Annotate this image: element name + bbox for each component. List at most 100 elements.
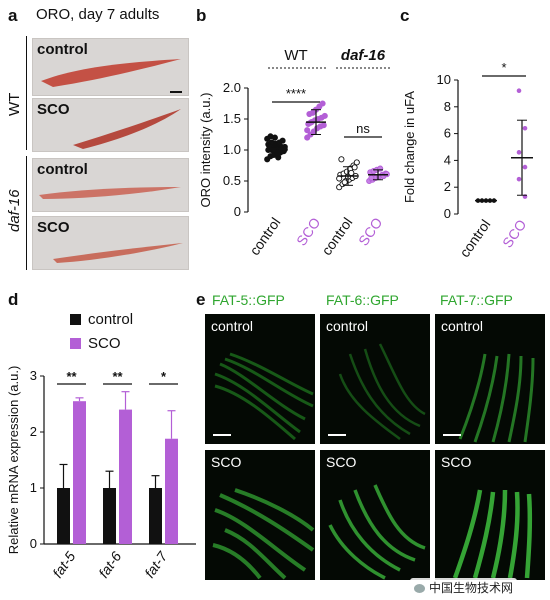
- panel-e-letter: e: [196, 290, 206, 309]
- data-point: [522, 164, 528, 170]
- significance-label: *: [161, 369, 167, 384]
- gfp-image-fat6-sco: SCO: [320, 450, 430, 580]
- scale-bar: [170, 91, 182, 93]
- x-tick-label: control: [456, 217, 493, 261]
- y-axis-label: ORO intensity (a.u.): [198, 93, 213, 208]
- bar-control-fat-6: [103, 488, 116, 544]
- worm-shape: [73, 109, 181, 149]
- image-label: control: [326, 318, 369, 334]
- image-label: SCO: [326, 454, 357, 470]
- y-tick-label: 6: [444, 126, 451, 141]
- panel-b-letter: b: [196, 6, 207, 25]
- bar-SCO-fat-6: [119, 409, 132, 544]
- x-tick-label: SCO: [355, 214, 386, 248]
- data-point: [271, 134, 278, 141]
- group-label-wt: WT: [284, 47, 307, 64]
- series-points-1: [304, 100, 328, 141]
- panel-c-letter: c: [400, 6, 410, 25]
- data-point: [279, 137, 286, 144]
- worm-fluorescence: [458, 353, 535, 443]
- y-tick-label: 2.0: [223, 80, 241, 95]
- data-point: [341, 179, 348, 186]
- y-axis-label: Fold change in uFA: [402, 91, 417, 203]
- side-label-wt: WT: [6, 92, 23, 116]
- y-tick-label: 0.5: [223, 173, 241, 188]
- bar-control-fat-7: [149, 488, 162, 544]
- y-tick-label: 0: [30, 536, 37, 551]
- worm-fluorescence: [212, 488, 315, 580]
- x-tick-label: control: [246, 215, 283, 259]
- data-point: [351, 164, 358, 171]
- x-tick-label: fat-6: [95, 548, 124, 580]
- worm-image-daf16-sco: SCO: [32, 216, 189, 270]
- y-axis-label: Relative mRNA expression (a.u.): [6, 366, 21, 555]
- gfp-image-fat7-control: control: [435, 314, 545, 444]
- data-point: [319, 100, 326, 107]
- data-point: [516, 88, 522, 94]
- watermark-text: 中国生物技术网: [429, 581, 514, 595]
- y-tick-label: 1.5: [223, 111, 241, 126]
- y-tick-label: 10: [437, 72, 451, 87]
- image-label: control: [211, 318, 254, 334]
- column-header-fat7: FAT-7::GFP: [440, 292, 513, 308]
- significance-label: **: [112, 369, 123, 384]
- chart-c-fold-change: 0 2 4 6 8 10 Fold change in uFA control SCO *: [402, 60, 533, 261]
- x-tick-label: control: [318, 215, 355, 259]
- worm-shape: [41, 59, 181, 87]
- bar-control-fat-5: [57, 488, 70, 544]
- data-point: [304, 127, 311, 134]
- data-point: [516, 150, 522, 155]
- legend: control SCO: [70, 311, 133, 352]
- y-tick-label: 0: [234, 204, 241, 219]
- x-tick-label: fat-7: [141, 548, 171, 581]
- image-label: SCO: [441, 454, 472, 470]
- column-header-fat6: FAT-6::GFP: [326, 292, 399, 308]
- data-point: [516, 176, 522, 182]
- scale-bar: [328, 434, 346, 436]
- gfp-image-fat5-sco: SCO: [205, 450, 315, 580]
- group-label-daf16: daf-16: [341, 47, 386, 64]
- worm-fluorescence: [452, 489, 533, 579]
- y-tick-label: 3: [30, 368, 37, 383]
- worm-fluorescence: [338, 343, 426, 441]
- y-tick-label: 2: [30, 424, 37, 439]
- legend-swatch: [70, 314, 81, 325]
- worm-shape: [53, 243, 183, 263]
- data-point: [320, 122, 327, 129]
- gfp-image-fat7-sco: SCO: [435, 450, 545, 580]
- gfp-image-fat6-control: control: [320, 314, 430, 444]
- significance-label: **: [66, 369, 77, 384]
- worm-shape: [39, 187, 181, 199]
- worm-image-wt-control: control: [32, 38, 189, 96]
- data-point: [321, 112, 328, 119]
- legend-label: control: [88, 311, 133, 328]
- bracket-wt: [26, 36, 27, 150]
- y-tick-label: 1.0: [223, 142, 241, 157]
- tile-label: control: [37, 161, 88, 178]
- y-tick-label: 0: [444, 206, 451, 221]
- image-label: SCO: [211, 454, 242, 470]
- worm-image-wt-sco: SCO: [32, 98, 189, 152]
- bar-SCO-fat-5: [73, 401, 86, 544]
- y-tick-label: 1: [30, 480, 37, 495]
- bracket-daf16: [26, 156, 27, 270]
- bar-SCO-fat-7: [165, 438, 178, 544]
- significance-label: *: [501, 60, 506, 75]
- y-tick-label: 8: [444, 99, 451, 114]
- data-point: [348, 169, 355, 176]
- scale-bar: [443, 434, 461, 436]
- tile-label: SCO: [37, 219, 70, 236]
- wechat-icon: [414, 584, 425, 594]
- column-header-fat5: FAT-5::GFP: [212, 292, 285, 308]
- side-label-daf16: daf-16: [6, 189, 23, 232]
- legend-swatch: [70, 338, 81, 349]
- scale-bar: [213, 434, 231, 436]
- chart-d-mrna-expression: 0 1 2 3 Relative mRNA expression (a.u.) contr…: [6, 311, 196, 581]
- gfp-image-fat5-control: control: [205, 314, 315, 444]
- data-point: [353, 159, 360, 166]
- chart-b-ororo-intensity: 0 0.5 1.0 1.5 2.0 ORO intensity (a.u.) control…: [198, 47, 392, 259]
- tile-label: control: [37, 41, 88, 58]
- image-label: control: [441, 318, 484, 334]
- worm-fluorescence: [328, 484, 426, 580]
- x-tick-label: SCO: [499, 216, 530, 250]
